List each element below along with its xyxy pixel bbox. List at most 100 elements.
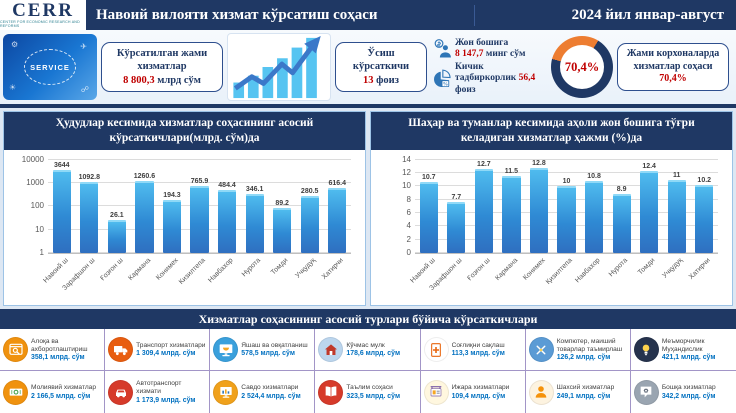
per-capita-chart-title: Шаҳар ва туманлар кесимида аҳоли жон бош… (371, 112, 732, 150)
bar-column: 765.9 (186, 160, 214, 253)
bar (52, 170, 71, 253)
service-label: Таълим соҳаси (346, 384, 393, 392)
plot: 14 12 10 8 6 4 2 0 10.7 7.7 12.7 11.5 12.8 10 10.8 8.9 1… (402, 155, 718, 257)
category-label: Хатирчи (321, 256, 345, 281)
bar-value-label: 89.2 (275, 199, 289, 207)
person-dollar-icon (434, 39, 451, 58)
bar (273, 207, 292, 253)
category-label: Томди (270, 256, 290, 277)
service-text: Алоқа ва ахборотлаштириш 358,1 млрд. сўм (31, 338, 101, 361)
bar (557, 186, 576, 253)
per-capita-label: Жон бошига (455, 38, 509, 49)
bar-column: 12.4 (635, 160, 663, 253)
small-business-unit: фоиз (455, 84, 476, 95)
service-value: 358,1 млрд. сўм (31, 354, 85, 362)
bar (190, 185, 209, 253)
service-value: 2 524,4 млрд. сўм (241, 392, 301, 400)
service-value: 1 173,9 млрд. сўм (136, 396, 196, 404)
service-text: Савдо хизматлари 2 524,4 млрд. сўм (241, 384, 300, 400)
service-text: Таълим соҳаси 323,5 млрд. сўм (346, 384, 400, 400)
category-axis: Навоий ш Зарафшон ш Ғозғон ш Кармана Конимех… (42, 254, 351, 299)
bar (529, 167, 549, 253)
bar (447, 201, 466, 253)
bar-value-label: 346.1 (245, 185, 264, 193)
total-services-value: 8 800,3 (123, 74, 155, 86)
service-value: 126,2 млрд. сўм (556, 354, 611, 362)
service-label: Яшаш ва овқатланиш (241, 341, 308, 349)
bar-column: 1092.8 (76, 160, 104, 253)
bulb-icon: ☀ (9, 83, 17, 92)
bar-column: 280.5 (296, 160, 324, 253)
bar (502, 176, 521, 253)
bar-value-label: 12.8 (532, 159, 546, 167)
y-tick-label: 14 (402, 154, 411, 164)
bar (695, 185, 714, 253)
service-illustration: ⚙ ✈ ☀ ☍ SERVICE (3, 34, 97, 100)
small-business-value: 56,4 (518, 73, 536, 84)
bar-column: 10 (553, 160, 581, 253)
growth-rate-card: Ўсиш кўрсаткичи 13 фоиз (335, 42, 427, 92)
pie-percent-icon: % (434, 69, 451, 87)
service-label: Компютер, маиший товарлар таъмирлаш (556, 337, 623, 353)
gridline (415, 172, 718, 174)
category-label: Учқудуқ (294, 256, 318, 280)
bar (135, 180, 154, 253)
category-label: Нурота (240, 256, 263, 279)
per-capita-unit: минг сўм (485, 49, 526, 60)
bar-value-label: 484.4 (218, 182, 236, 190)
bar-column: 11.5 (498, 160, 526, 253)
services-row-1: Алоқа ва ахборотлаштириш 358,1 млрд. сўм Т… (0, 329, 736, 371)
bar-column: 7.7 (443, 160, 471, 253)
bar-column: 12.7 (470, 160, 498, 253)
bar-value-label: 1092.8 (78, 174, 101, 182)
service-item: Бошқа хизматлар 342,2 млрд. сўм (631, 371, 736, 413)
regions-chart-panel: Ҳудудлар кесимида хизматлар соҳасининг а… (3, 111, 366, 306)
bar-value-label: 8.9 (616, 185, 627, 193)
category-label: Навбахор (207, 256, 235, 285)
category-label: Томди (637, 256, 657, 277)
enterprises-value: 70,4% (659, 73, 687, 85)
gear-icon: ⚙ (11, 40, 19, 49)
bar (667, 179, 686, 253)
bar-column: 26.1 (103, 160, 131, 253)
car-icon (108, 379, 134, 405)
bar-value-label: 10.7 (421, 173, 436, 181)
bar-value-label: 3644 (53, 162, 70, 170)
charts-section: Ҳудудлар кесимида хизматлар соҳасининг а… (0, 108, 736, 309)
bar-value-label: 10 (562, 178, 571, 186)
person-icon (528, 379, 554, 405)
service-item: Молиявий хизматлар 2 166,5 млрд. сўм (0, 371, 106, 413)
service-text: Меъморчилик Муҳандислик 421,1 млрд. сўм (662, 338, 733, 361)
service-label: Транспорт хизматлари (136, 341, 206, 349)
bars-container: 10.7 7.7 12.7 11.5 12.8 10 10.8 8.9 12.4 11 10.2 (415, 160, 718, 253)
small-business-label: Кичик тадбиркорлик (455, 61, 517, 84)
service-value: 323,5 млрд. сўм (346, 392, 401, 400)
gridline (48, 182, 351, 184)
y-tick-label: 2 (406, 234, 411, 244)
y-tick-label: 10 (402, 181, 411, 191)
growth-label: Ўсиш кўрсаткичи (352, 48, 410, 73)
y-tick-label: 1000 (26, 178, 44, 188)
service-text: Компютер, маиший товарлар таъмирлаш 126,2… (557, 338, 627, 361)
service-badge: SERVICE (24, 49, 76, 85)
service-item: Компютер, маиший товарлар таъмирлаш 126,2… (525, 329, 631, 371)
bar-value-label: 12.7 (477, 160, 491, 168)
per-capita-block: Жон бошига 8 147,7 минг сўм % Кичик тадб… (431, 37, 547, 97)
service-item: Автотранспорт хизмати 1 173,9 млрд. сўм (105, 371, 211, 413)
bar-column: 89.2 (268, 160, 296, 253)
other-icon (633, 379, 659, 405)
service-item: Транспорт хизматлари 1 309,4 млрд. сўм (105, 329, 211, 371)
page-title: Навоий вилояти хизмат кўрсатиш соҳаси (96, 6, 378, 23)
bar (584, 181, 604, 253)
growth-unit: фоиз (376, 74, 399, 86)
bar-column: 12.8 (525, 160, 553, 253)
bar (107, 219, 126, 253)
bar-value-label: 11 (672, 171, 681, 179)
service-item: Таълим соҳаси 323,5 млрд. сўм (315, 371, 421, 413)
rent-icon (423, 379, 449, 405)
growth-bars-illustration (227, 33, 331, 101)
bar (612, 193, 631, 253)
service-label: Автотранспорт хизмати (136, 380, 182, 395)
service-label: Кўчмас мулк (346, 341, 385, 349)
